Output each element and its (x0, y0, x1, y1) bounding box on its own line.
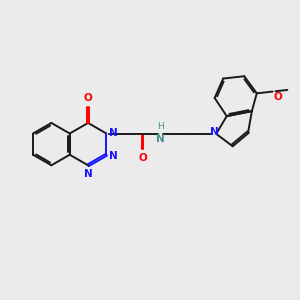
Text: O: O (84, 94, 92, 103)
Text: O: O (138, 153, 147, 163)
Text: N: N (156, 134, 165, 144)
Text: N: N (110, 151, 118, 161)
Text: N: N (110, 128, 118, 138)
Text: O: O (273, 92, 282, 102)
Text: N: N (210, 127, 219, 137)
Text: N: N (84, 169, 93, 179)
Text: H: H (157, 122, 164, 131)
